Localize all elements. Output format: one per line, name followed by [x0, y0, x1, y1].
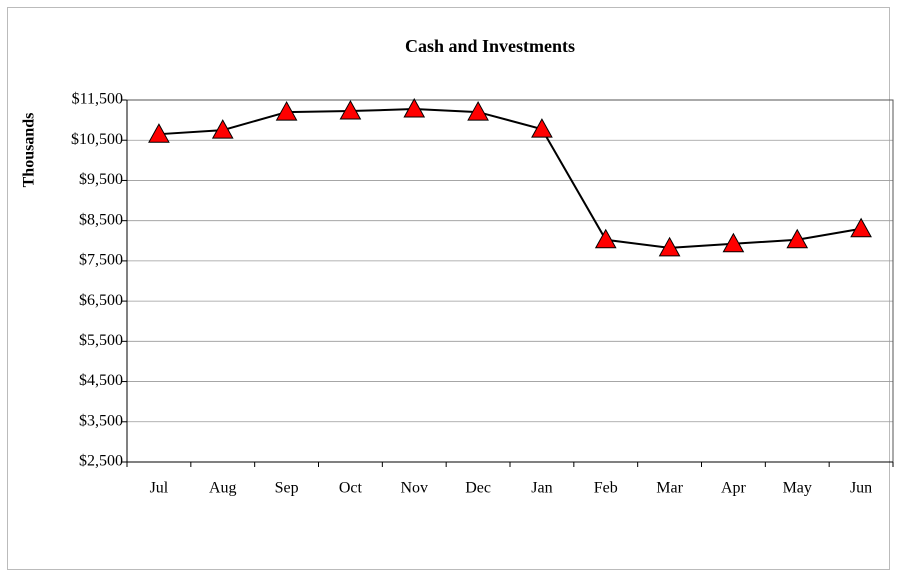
y-tick-label: $8,500 — [79, 211, 123, 228]
marker — [339, 100, 362, 120]
x-tick-label: Feb — [594, 480, 618, 497]
x-tick-label: Jul — [150, 480, 169, 497]
y-tick-label: $5,500 — [79, 332, 123, 349]
marker — [467, 101, 489, 121]
y-tick-label: $2,500 — [79, 453, 123, 470]
marker — [594, 228, 617, 249]
x-tick-label: Jan — [531, 480, 552, 497]
chart-title: Cash and Investments — [405, 36, 575, 56]
y-tick-label: $9,500 — [79, 171, 123, 188]
x-tick-label: Dec — [465, 480, 491, 497]
chart-border — [7, 7, 890, 570]
x-tick-label: Mar — [656, 480, 683, 497]
x-tick-label: Nov — [400, 480, 428, 497]
x-tick-label: May — [783, 480, 812, 497]
x-tick-label: Sep — [275, 480, 299, 497]
y-tick-label: $10,500 — [71, 131, 123, 148]
y-axis-label: Thousands — [21, 113, 38, 188]
y-tick-label: $3,500 — [79, 412, 123, 429]
marker — [658, 236, 681, 257]
marker — [211, 119, 234, 139]
y-tick-label: $7,500 — [79, 252, 123, 269]
marker — [148, 123, 170, 143]
x-tick-label: Jun — [850, 480, 872, 497]
line — [158, 108, 862, 249]
y-tick-label: $11,500 — [72, 91, 123, 108]
y-tick-label: $4,500 — [79, 372, 123, 389]
marker — [786, 228, 809, 249]
marker — [722, 232, 745, 253]
marker — [275, 101, 298, 121]
x-tick-label: Aug — [209, 480, 237, 497]
x-tick-label: Apr — [721, 480, 747, 497]
marker — [403, 98, 426, 118]
y-tick-label: $6,500 — [79, 292, 123, 309]
x-tick-label: Oct — [339, 480, 363, 497]
marker — [850, 217, 872, 238]
marker — [531, 118, 553, 138]
